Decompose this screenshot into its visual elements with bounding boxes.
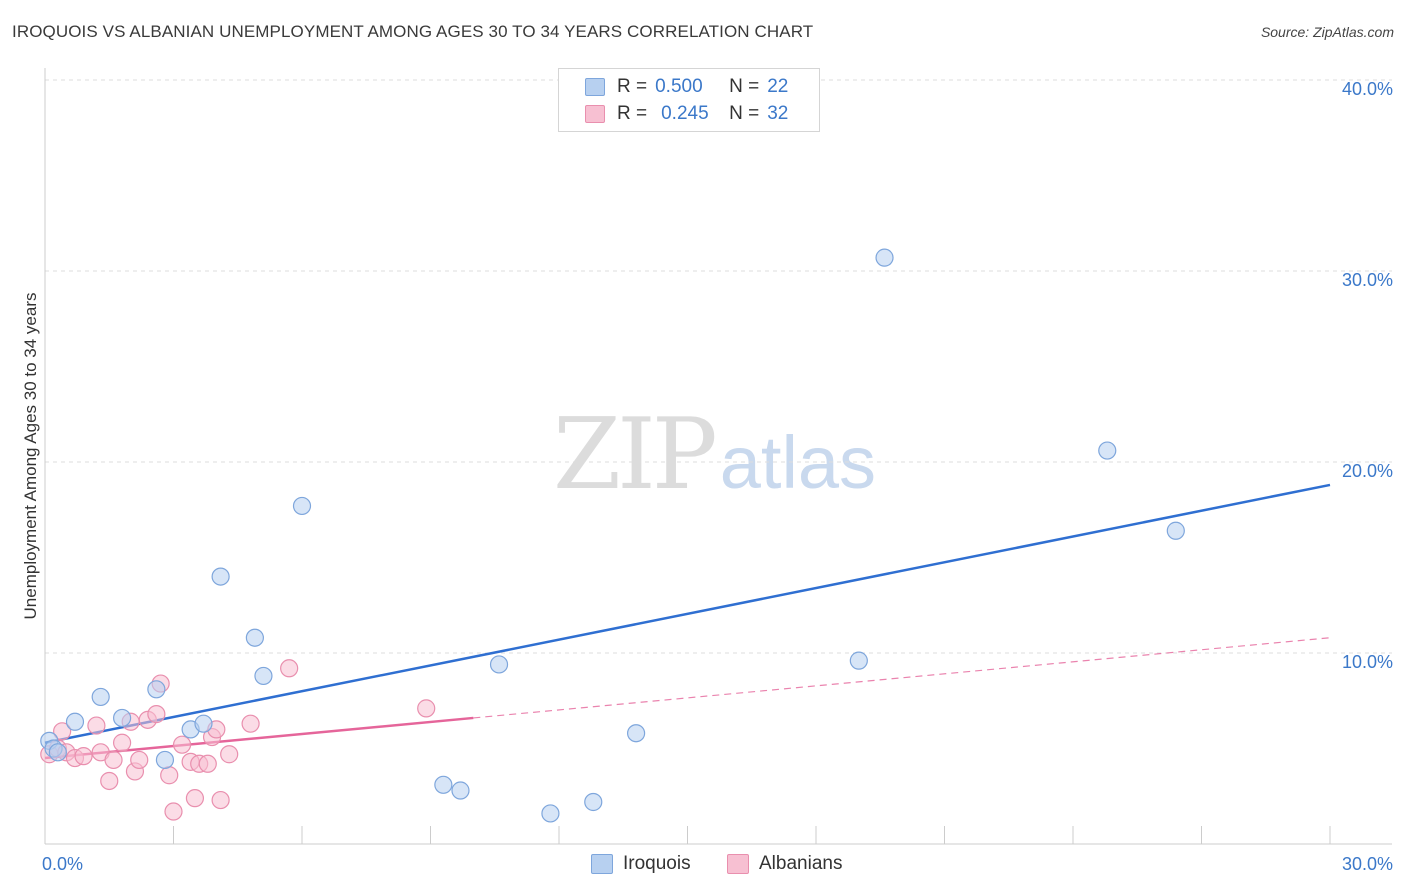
albanians-point <box>280 659 299 678</box>
iroquois-point <box>147 680 166 699</box>
albanians-legend-label: Albanians <box>759 853 843 874</box>
iroquois-point <box>584 792 603 812</box>
axes <box>44 68 1392 845</box>
iroquois-n-value: 22 <box>767 76 789 97</box>
iroquois-point <box>112 708 132 728</box>
source-label: Source: ZipAtlas.com <box>1260 24 1394 40</box>
albanians-r-value: 0.245 <box>661 103 709 124</box>
iroquois-point <box>451 781 470 800</box>
iroquois-point <box>541 804 560 823</box>
albanians-point <box>172 735 192 754</box>
n-label: N = <box>729 76 760 97</box>
albanians-point <box>130 750 149 770</box>
legend-row-iroquois: R = 0.500 N = 22 <box>585 75 788 99</box>
albanians-point <box>185 789 205 808</box>
iroquois-trend-line <box>44 483 1331 744</box>
albanians-point <box>74 747 93 766</box>
n-label: N = <box>729 103 760 124</box>
albanians-point <box>198 754 217 773</box>
albanians-point <box>160 766 179 785</box>
albanians-swatch <box>585 105 605 123</box>
y-axis-title: Unemployment Among Ages 30 to 34 years <box>21 293 40 620</box>
albanians-point <box>104 750 123 770</box>
trend-lines <box>44 483 1331 760</box>
y-tick-label: 20.0% <box>1342 461 1393 481</box>
albanians-point <box>112 733 132 752</box>
albanians-point <box>220 745 239 764</box>
iroquois-point <box>65 712 85 731</box>
r-label: R = <box>617 103 648 124</box>
iroquois-point <box>626 724 646 743</box>
r-label: R = <box>617 76 648 97</box>
albanians-point <box>147 705 166 724</box>
y-tick-label: 30.0% <box>1342 270 1393 290</box>
watermark: ZIPatlas <box>553 398 876 512</box>
albanians-legend-swatch <box>727 854 749 874</box>
legend-row-albanians: R = 0.245 N = 32 <box>585 102 788 126</box>
iroquois-point <box>434 775 453 794</box>
iroquois-point <box>1098 441 1117 460</box>
iroquois-point <box>254 666 273 686</box>
albanians-point <box>164 802 183 821</box>
albanians-point <box>417 699 436 718</box>
iroquois-point <box>245 628 264 647</box>
iroquois-point <box>91 687 110 707</box>
y-tick-label: 40.0% <box>1342 79 1393 99</box>
bottom-legend-iroquois: Iroquois <box>591 851 691 877</box>
stats-legend: R = 0.500 N = 22 R = 0.245 N = 32 <box>558 68 820 132</box>
albanians-trend-extension <box>473 637 1331 719</box>
albanians-point <box>53 722 72 741</box>
iroquois-point <box>194 714 213 733</box>
bottom-legend-albanians: Albanians <box>727 851 842 877</box>
albanians-point <box>241 714 260 733</box>
albanians-n-value: 32 <box>767 103 789 124</box>
iroquois-legend-swatch <box>591 854 613 874</box>
watermark-zip: ZIP <box>553 398 718 512</box>
grid-lines <box>45 79 1392 654</box>
iroquois-point <box>292 496 312 516</box>
data-points <box>40 248 1185 823</box>
albanians-point <box>87 716 106 735</box>
x-tick-label: 0.0% <box>42 854 83 874</box>
iroquois-point <box>849 651 868 670</box>
x-tick-label: 30.0% <box>1342 854 1393 874</box>
iroquois-point <box>155 750 175 770</box>
iroquois-swatch <box>585 78 605 96</box>
iroquois-point <box>211 567 230 586</box>
iroquois-point <box>875 248 894 267</box>
iroquois-point <box>48 743 67 762</box>
albanians-point <box>211 790 230 810</box>
tick-labels: 10.0% 20.0% 30.0% 40.0% 0.0% 30.0% Unemploymen… <box>21 79 1393 874</box>
y-tick-label: 10.0% <box>1342 652 1393 672</box>
chart-title: IROQUOIS VS ALBANIAN UNEMPLOYMENT AMONG … <box>12 22 814 41</box>
albanians-point <box>100 771 119 791</box>
iroquois-r-value: 0.500 <box>655 76 703 97</box>
iroquois-legend-label: Iroquois <box>623 853 691 874</box>
iroquois-point <box>489 655 509 674</box>
iroquois-point <box>1166 521 1185 540</box>
